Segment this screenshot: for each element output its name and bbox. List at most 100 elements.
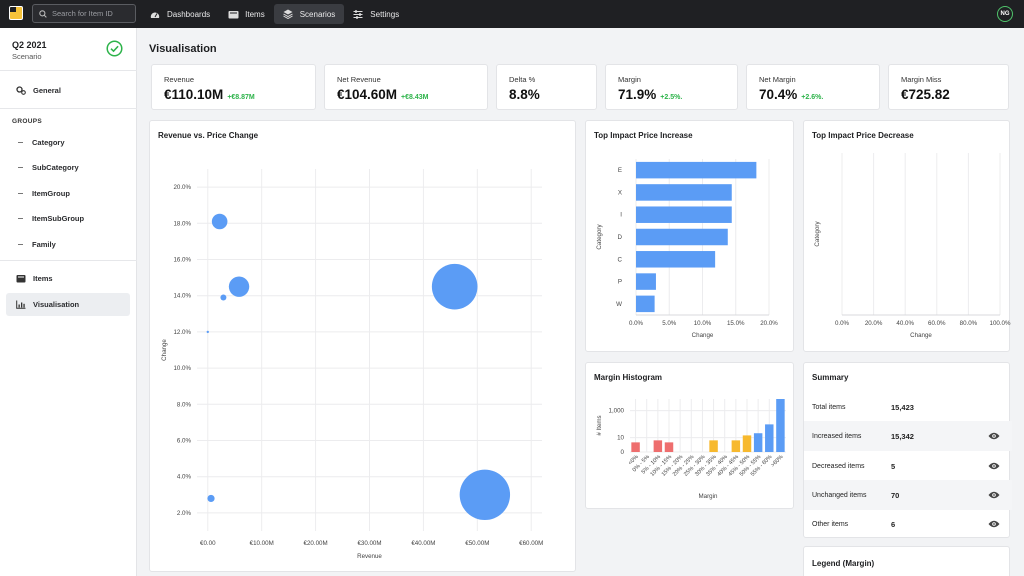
top-bar: Dashboards Items Scenarios Settings NG xyxy=(0,0,1024,28)
histogram-bar xyxy=(664,442,674,452)
histogram-bar xyxy=(731,440,741,452)
y-tick-label: 10.0% xyxy=(173,365,191,372)
gears-icon xyxy=(16,86,26,96)
histogram-bar xyxy=(631,442,640,452)
kpi-value: 70.4% +2.6%. xyxy=(759,87,823,102)
y-tick-label: E xyxy=(618,167,622,174)
summary-value: 5 xyxy=(891,461,896,471)
scatter-point xyxy=(459,469,511,520)
scatter-point xyxy=(211,213,228,230)
bar-chart-increase[interactable]: 0.0% 5.0% 10.0% 15.0% 20.0% Change Category E X I… xyxy=(586,121,795,353)
nav-items-label: Items xyxy=(245,9,265,19)
sidebar-item-items[interactable]: Items xyxy=(6,267,130,290)
user-avatar[interactable]: NG xyxy=(997,6,1013,22)
main-nav: Dashboards Items Scenarios Settings xyxy=(141,4,408,24)
y-axis-title: Change xyxy=(161,339,168,361)
bar-chart-decrease[interactable]: 0.0% 20.0% 40.0% 60.0% 80.0% 100.0% Change Cate… xyxy=(804,121,1011,353)
sidebar-group-category[interactable]: Category xyxy=(18,135,65,149)
kpi-label: Revenue xyxy=(164,75,195,84)
summary-value: 6 xyxy=(891,519,896,529)
x-tick-label: 100.0% xyxy=(990,320,1011,327)
nav-settings[interactable]: Settings xyxy=(344,4,408,24)
sidebar-group-family[interactable]: Family xyxy=(18,237,56,251)
sidebar-item-visualisation[interactable]: Visualisation xyxy=(6,293,130,316)
bar xyxy=(636,228,728,246)
nav-items[interactable]: Items xyxy=(219,4,274,24)
nav-scenarios[interactable]: Scenarios xyxy=(273,4,345,24)
histogram-bar xyxy=(776,399,785,452)
kpi-delta: +2.5%. xyxy=(660,94,683,101)
sidebar-item-general[interactable]: General xyxy=(6,79,130,102)
eye-icon[interactable] xyxy=(988,432,1000,440)
y-axis-title: Category xyxy=(814,221,821,247)
dash-icon xyxy=(18,217,23,219)
y-tick-label: I xyxy=(620,212,622,219)
x-tick-label: €30.00M xyxy=(357,540,381,547)
x-tick-label: €0.00 xyxy=(200,540,216,547)
bar xyxy=(636,251,716,268)
kpi-card-margin-miss: Margin Miss €725.82 xyxy=(888,64,1009,110)
kpi-value: €110.10M +€8.87M xyxy=(164,87,255,102)
legend-card: Legend (Margin) xyxy=(803,546,1010,576)
search-icon xyxy=(39,9,47,18)
x-axis-title: Change xyxy=(692,332,714,339)
sidebar-group-itemgroup[interactable]: ItemGroup xyxy=(18,186,70,200)
app-logo-icon[interactable] xyxy=(9,6,23,20)
scatter-point xyxy=(220,294,227,301)
box-icon xyxy=(227,8,239,20)
chart-title: Margin Histogram xyxy=(594,373,663,382)
eye-icon[interactable] xyxy=(988,491,1000,499)
summary-label: Total items xyxy=(812,403,846,411)
chart-title: Top Impact Price Decrease xyxy=(812,131,914,140)
eye-icon[interactable] xyxy=(988,462,1000,470)
x-tick-label: 10.0% xyxy=(694,320,712,327)
scatter-chart[interactable]: €0.00 €10.00M €20.00M €30.00M €40.00M €50.00M… xyxy=(150,121,577,573)
bar-chart-icon xyxy=(16,300,26,310)
bar xyxy=(636,206,732,223)
chart-card-top-increase: Top Impact Price Increase 0.0% 5.0% 10.0% 1… xyxy=(585,120,794,352)
kpi-delta: +2.6%. xyxy=(801,94,824,101)
y-tick-label: 4.0% xyxy=(177,474,192,481)
y-tick-label: C xyxy=(618,256,623,263)
sidebar-divider xyxy=(0,260,137,261)
chart-title: Revenue vs. Price Change xyxy=(158,131,259,140)
x-tick-label: €40.00M xyxy=(411,540,435,547)
groups-heading: GROUPS xyxy=(12,118,42,125)
bar xyxy=(636,161,757,179)
chart-card-revenue-vs-change: Revenue vs. Price Change €0.00 €10.00M €20… xyxy=(149,120,576,572)
y-tick-label: 16.0% xyxy=(173,257,191,264)
search-input[interactable] xyxy=(52,9,132,18)
scenario-title: Q2 2021 xyxy=(12,40,47,50)
y-tick-label: D xyxy=(618,234,623,241)
eye-icon[interactable] xyxy=(988,520,1000,528)
gauge-icon xyxy=(149,8,161,20)
nav-dashboards[interactable]: Dashboards xyxy=(141,4,219,24)
summary-value: 70 xyxy=(891,490,900,500)
nav-settings-label: Settings xyxy=(370,9,400,19)
scatter-point xyxy=(228,276,250,297)
sidebar-divider xyxy=(0,70,137,71)
x-tick-label: >60% xyxy=(770,454,784,468)
x-tick-label: 40.0% xyxy=(896,320,914,327)
scatter-point xyxy=(431,263,478,310)
chart-card-margin-histogram: Margin Histogram 0 10 1,000 # Items <0% 0% - … xyxy=(585,362,794,509)
y-tick-label: 14.0% xyxy=(173,293,191,300)
x-axis-title: Margin xyxy=(699,493,718,500)
x-tick-label: 20.0% xyxy=(865,320,883,327)
x-tick-label: 0.0% xyxy=(629,320,644,327)
sliders-icon xyxy=(352,8,364,20)
x-tick-label: 20.0% xyxy=(760,320,778,327)
kpi-card-delta: Delta % 8.8% xyxy=(496,64,597,110)
sidebar-group-label: ItemGroup xyxy=(32,188,70,198)
summary-card: Summary Total items 15,423 Increased ite… xyxy=(803,362,1012,538)
layers-icon xyxy=(282,8,294,20)
search-box[interactable] xyxy=(32,4,136,23)
sidebar-group-itemsubgroup[interactable]: ItemSubGroup xyxy=(18,211,84,225)
summary-value: 15,423 xyxy=(891,402,914,412)
sidebar-group-subcategory[interactable]: SubCategory xyxy=(18,160,79,174)
summary-label: Unchanged items xyxy=(812,491,867,499)
y-tick-label: 20.0% xyxy=(173,184,191,191)
kpi-label: Margin Miss xyxy=(901,75,942,84)
sidebar-group-label: ItemSubGroup xyxy=(32,213,85,223)
